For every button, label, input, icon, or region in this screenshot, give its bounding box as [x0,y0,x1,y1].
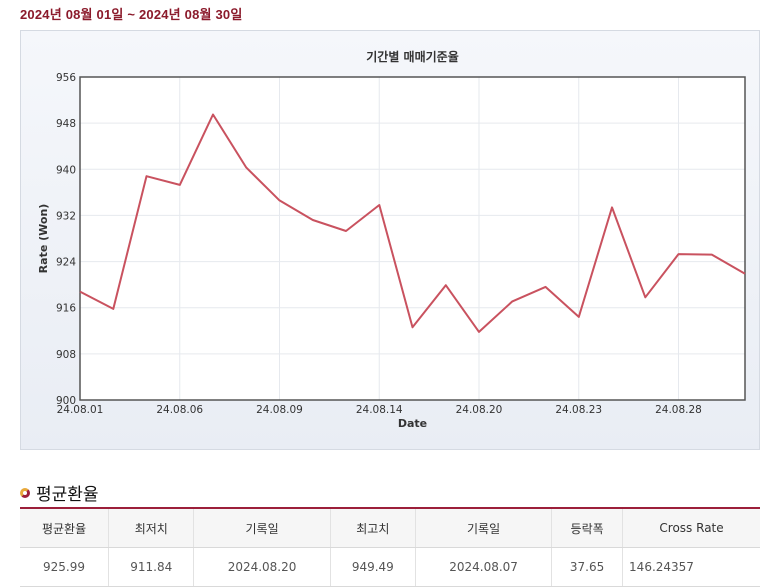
header-fluctuation: 등락폭 [551,507,623,548]
rate-line-chart: 900 908 916 924 932 940 948 956 24.08.01 24.08.06… [37,49,746,430]
average-rate-table: 평균환율 최저치 기록일 최고치 기록일 등락폭 Cross Rate 925.… [20,507,760,587]
header-highest: 최고치 [329,507,416,548]
y-tick-label: 916 [56,303,76,315]
x-tick-label: 24.08.01 [57,404,104,416]
period-label: 2024년 08월 01일 ~ 2024년 08월 30일 [20,7,243,22]
y-axis-label: Rate (Won) [37,204,50,274]
plot-frame [79,76,746,401]
cell-highest-date: 2024.08.07 [415,547,552,587]
y-tick-label: 940 [56,164,76,176]
x-tick-label: 24.08.09 [256,404,303,416]
cell-fluctuation: 37.65 [551,547,623,587]
x-tick-label: 24.08.20 [456,404,503,416]
table-header-row: 평균환율 최저치 기록일 최고치 기록일 등락폭 Cross Rate [20,507,760,548]
header-average-rate: 평균환율 [20,507,109,548]
y-tick-label: 948 [56,118,76,130]
plot-background [80,77,745,400]
header-cross-rate: Cross Rate [622,507,760,548]
x-axis-label: Date [398,417,427,430]
chart-panel: 900 908 916 924 932 940 948 956 24.08.01 24.08.06… [20,30,760,450]
chart-title: 기간별 매매기준율 [366,49,459,64]
rate-series-line [79,113,746,333]
section-title-text: 평균환율 [36,485,99,505]
table-row: 925.99 911.84 2024.08.20 949.49 2024.08.… [20,547,760,587]
cell-lowest-date: 2024.08.20 [193,547,331,587]
header-highest-date: 기록일 [415,507,552,548]
y-tick-label: 900 [56,395,76,407]
cell-highest: 949.49 [329,547,416,587]
ring-icon [20,487,30,498]
header-lowest-date: 기록일 [193,507,331,548]
y-tick-label: 924 [56,257,76,269]
cell-lowest: 911.84 [108,547,194,587]
cell-average-rate: 925.99 [20,547,109,587]
section-title: 평균환율 [20,480,99,505]
x-tick-label: 24.08.23 [555,404,602,416]
y-tick-label: 956 [56,72,76,84]
y-tick-label: 908 [56,349,76,361]
cell-cross-rate: 146.24357 [622,547,760,587]
x-tick-label: 24.08.14 [356,404,403,416]
y-tick-label: 932 [56,210,76,222]
header-lowest: 최저치 [108,507,194,548]
x-tick-label: 24.08.06 [156,404,203,416]
x-tick-label: 24.08.28 [655,404,702,416]
